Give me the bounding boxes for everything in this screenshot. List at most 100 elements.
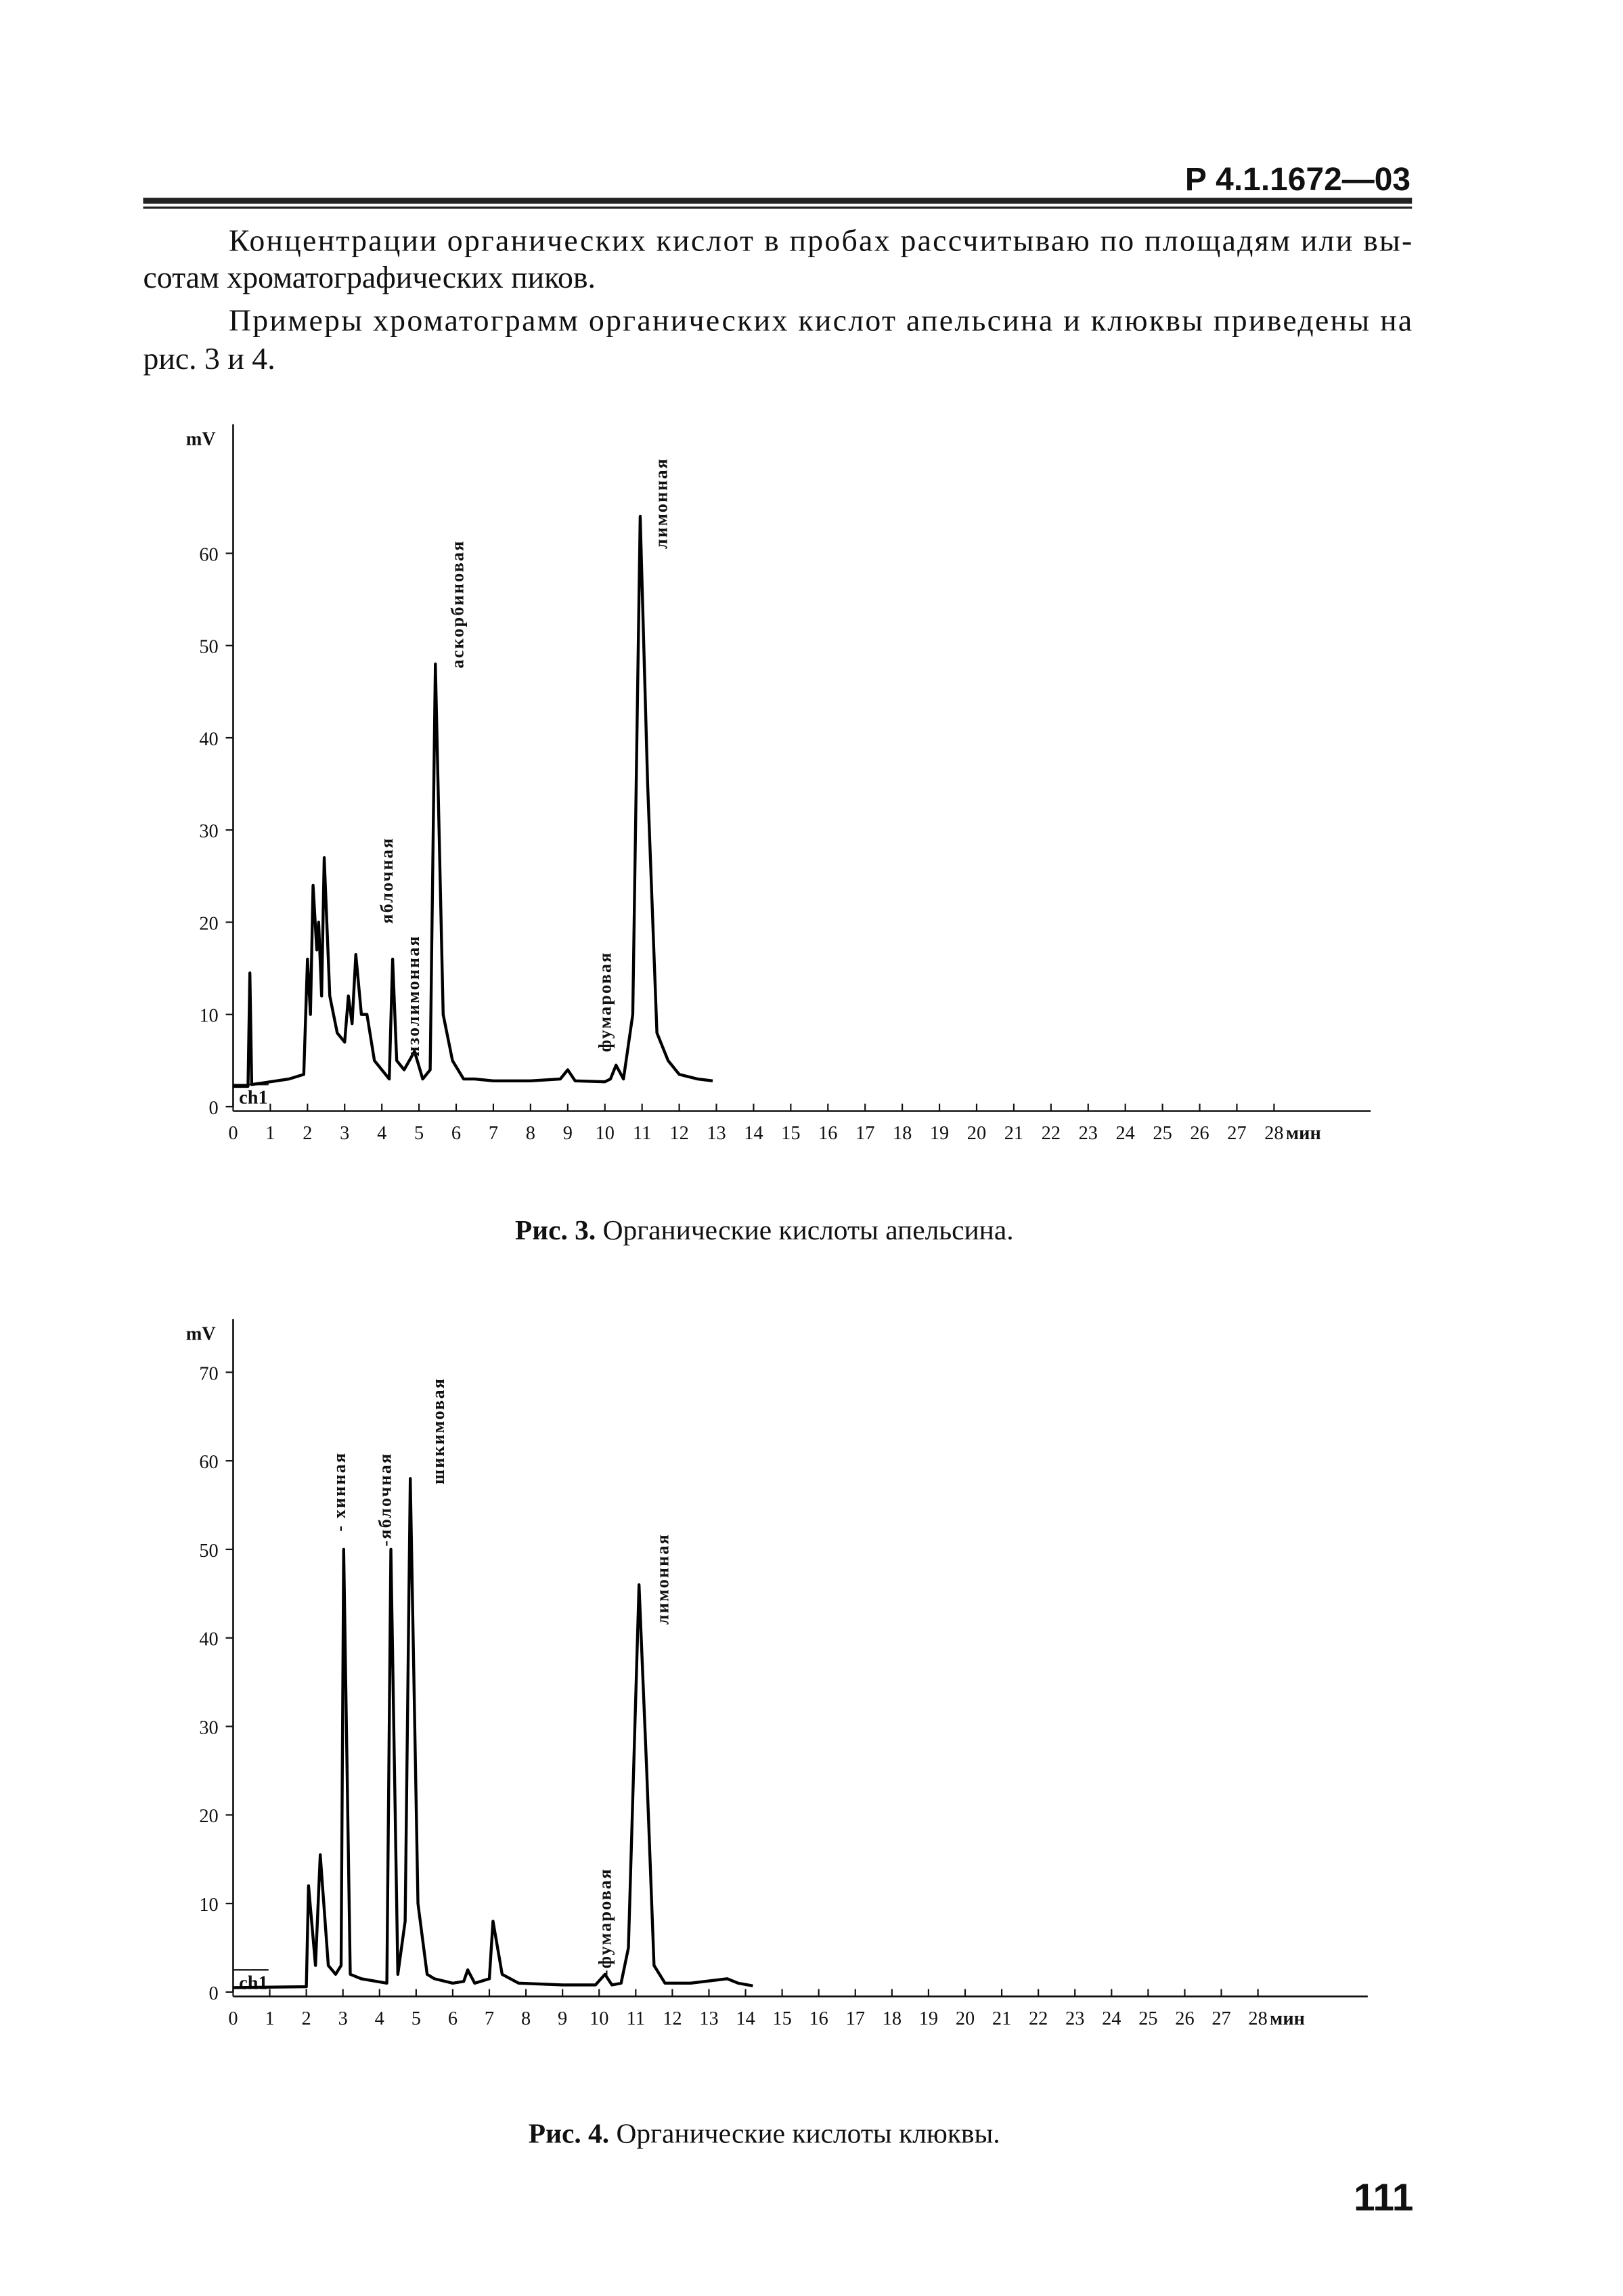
x-tick-label: 23: [1065, 2008, 1084, 2029]
x-axis-label: мин: [1270, 2008, 1305, 2029]
paragraph-line: сотам хроматографических пиков.: [143, 260, 595, 294]
y-axis-label: mV: [186, 1323, 217, 1344]
figure-caption: Рис. 3. Органические кислоты апельсина.: [515, 1214, 1014, 1245]
y-axis-label: mV: [186, 428, 217, 449]
x-tick-label: 23: [1079, 1123, 1098, 1144]
y-tick-label: 10: [199, 1006, 218, 1027]
caption-label: Рис. 3.: [515, 1214, 596, 1245]
x-tick-label: 12: [669, 1123, 688, 1144]
x-tick-label: 8: [526, 1123, 535, 1144]
figure-caption: Рис. 4. Органические кислоты клюквы.: [529, 2117, 1000, 2148]
x-tick-label: 26: [1175, 2008, 1194, 2029]
x-tick-label: 8: [521, 2008, 531, 2029]
x-tick-label: 16: [809, 2008, 828, 2029]
y-tick-label: 30: [199, 1717, 218, 1738]
x-tick-label: 14: [744, 1123, 763, 1144]
x-tick-label: 15: [772, 2008, 791, 2029]
y-tick-label: 30: [199, 821, 218, 842]
paragraph-line: рис. 3 и 4.: [143, 341, 275, 376]
x-tick-label: 18: [883, 2008, 902, 2029]
x-tick-label: 5: [412, 2008, 421, 2029]
x-tick-label: 20: [967, 1123, 986, 1144]
caption-text: Органические кислоты апельсина.: [603, 1214, 1014, 1245]
x-tick-label: 1: [265, 2008, 274, 2029]
x-tick-label: 3: [338, 2008, 348, 2029]
channel-label: ch1: [239, 1088, 268, 1109]
x-tick-label: 17: [846, 2008, 865, 2029]
x-tick-label: 19: [919, 2008, 938, 2029]
x-tick-label: 15: [781, 1123, 800, 1144]
x-tick-label: 4: [377, 1123, 386, 1144]
x-tick-label: 25: [1153, 1123, 1172, 1144]
x-tick-label: 21: [1004, 1123, 1023, 1144]
x-tick-label: 9: [563, 1123, 573, 1144]
paragraph-line: Концентрации органических кислот в проба…: [229, 223, 1412, 258]
x-tick-label: 16: [818, 1123, 837, 1144]
channel-label: ch1: [239, 1973, 268, 1994]
x-tick-label: 28: [1264, 1123, 1283, 1144]
x-tick-label: 22: [1042, 1123, 1061, 1144]
y-tick-label: 60: [199, 1452, 218, 1473]
y-tick-label: 50: [199, 637, 218, 658]
y-tick-label: 0: [208, 1098, 218, 1119]
y-tick-label: 20: [199, 1806, 218, 1827]
x-tick-label: 11: [627, 2008, 645, 2029]
x-tick-label: 18: [893, 1123, 912, 1144]
x-tick-label: 4: [375, 2008, 384, 2029]
x-tick-label: 14: [736, 2008, 755, 2029]
peak-label: лимонная: [653, 1533, 673, 1625]
x-tick-label: 22: [1029, 2008, 1048, 2029]
x-tick-label: 12: [663, 2008, 682, 2029]
caption-label: Рис. 4.: [529, 2117, 609, 2148]
peak-label: аскорбиновая: [448, 539, 468, 668]
x-tick-label: 27: [1211, 2008, 1230, 2029]
x-tick-label: 25: [1138, 2008, 1157, 2029]
x-tick-label: 26: [1190, 1123, 1209, 1144]
paragraph-line: Примеры хроматограмм органических кислот…: [229, 303, 1412, 337]
peak-label: - хинная: [330, 1452, 349, 1532]
chromatogram-line: [233, 1477, 753, 1989]
x-tick-label: 7: [489, 1123, 498, 1144]
peak-label: фумаровая: [596, 952, 615, 1053]
y-tick-label: 70: [199, 1363, 218, 1384]
caption-space: [596, 1214, 602, 1245]
caption-space: [609, 2117, 616, 2148]
caption-text: Органические кислоты клюквы.: [616, 2117, 1000, 2148]
x-tick-label: 9: [558, 2008, 567, 2029]
x-tick-label: 2: [302, 2008, 311, 2029]
x-tick-label: 0: [228, 2008, 238, 2029]
x-tick-label: 6: [451, 1123, 461, 1144]
x-tick-label: 19: [930, 1123, 949, 1144]
peak-label: лимонная: [651, 458, 671, 549]
x-tick-label: 27: [1227, 1123, 1246, 1144]
peak-label: изолимонная: [403, 935, 423, 1057]
x-tick-label: 0: [228, 1123, 238, 1144]
x-tick-label: 17: [855, 1123, 874, 1144]
peak-label: -фумаровая: [596, 1868, 615, 1976]
x-tick-label: 21: [992, 2008, 1011, 2029]
y-tick-label: 40: [199, 729, 218, 750]
x-tick-label: 6: [448, 2008, 458, 2029]
y-tick-label: 40: [199, 1629, 218, 1650]
page-number: 111: [1354, 2177, 1413, 2220]
x-tick-label: 1: [265, 1123, 275, 1144]
x-tick-label: 20: [956, 2008, 975, 2029]
header-rule: [143, 206, 1413, 209]
y-tick-label: 0: [208, 1983, 218, 2004]
x-tick-label: 10: [596, 1123, 615, 1144]
y-tick-label: 10: [199, 1895, 218, 1916]
x-tick-label: 13: [699, 2008, 718, 2029]
y-tick-label: 20: [199, 913, 218, 934]
x-tick-label: 11: [633, 1123, 651, 1144]
y-tick-label: 50: [199, 1541, 218, 1562]
x-tick-label: 3: [340, 1123, 349, 1144]
header-rule: [143, 198, 1413, 204]
x-tick-label: 28: [1248, 2008, 1267, 2029]
peak-label: яблочная: [377, 837, 397, 924]
x-tick-label: 10: [590, 2008, 608, 2029]
peak-label: шикимовая: [428, 1377, 448, 1484]
y-tick-label: 60: [199, 544, 218, 565]
header-code: Р 4.1.1672—03: [1185, 162, 1410, 198]
